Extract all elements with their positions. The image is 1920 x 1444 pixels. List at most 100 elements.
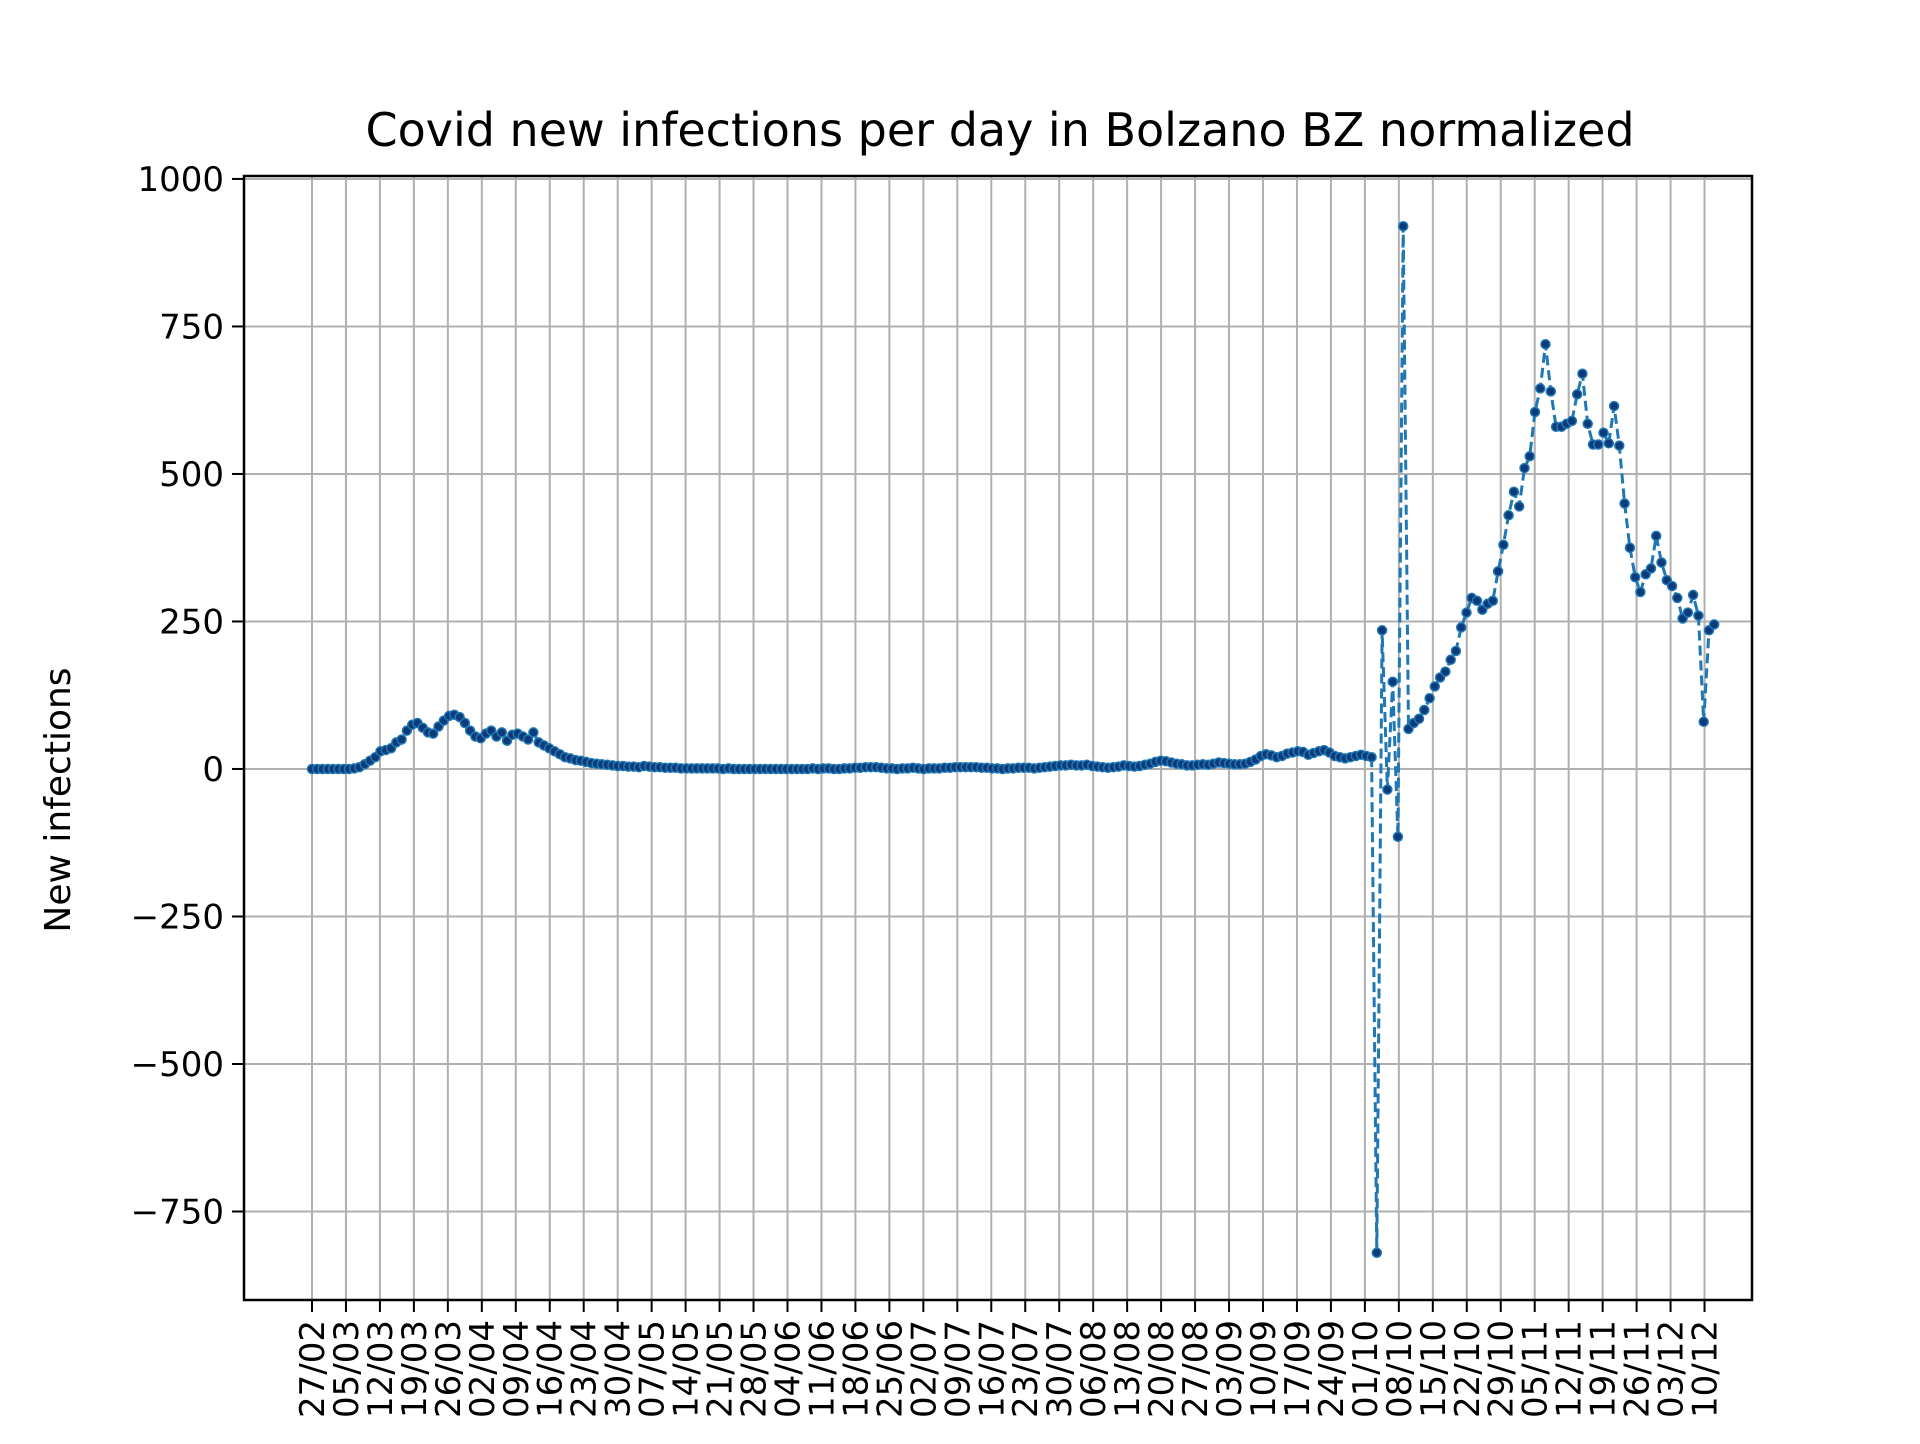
data-point: [1471, 595, 1483, 607]
data-point: [1508, 486, 1520, 497]
data-point: [1571, 389, 1583, 400]
data-point: [1645, 563, 1657, 574]
x-tick-label: 29/10: [1482, 1320, 1522, 1418]
x-tick-label: 08/10: [1380, 1320, 1420, 1418]
data-point: [1513, 501, 1525, 512]
data-point: [1635, 586, 1646, 598]
x-tick-label: 26/11: [1618, 1320, 1658, 1418]
x-tick-label: 09/07: [938, 1320, 978, 1418]
data-point: [1545, 386, 1557, 397]
axes: −750 −500 −250 0 250 500 750 1000 27/0205/0312/0…: [131, 160, 1754, 1418]
x-tick-label: 04/06: [768, 1320, 808, 1418]
data-point: [1593, 439, 1604, 450]
x-tick-label: 09/04: [497, 1320, 537, 1418]
data-point: [1440, 666, 1451, 677]
data-point: [1392, 831, 1404, 843]
y-tick-label: −250: [131, 897, 224, 937]
series-layer: [306, 220, 1720, 1259]
data-point: [1650, 530, 1662, 542]
x-tick-label: 15/10: [1414, 1320, 1454, 1418]
x-tick-label: 01/10: [1346, 1320, 1386, 1418]
x-tick-label: 05/11: [1516, 1320, 1556, 1418]
x-tick-label: 14/05: [667, 1320, 707, 1418]
data-point: [1366, 751, 1377, 763]
y-tick-label: 250: [159, 602, 224, 642]
data-point: [1687, 589, 1699, 601]
x-tick-label: 21/05: [701, 1320, 741, 1418]
x-tick-label: 13/08: [1108, 1320, 1148, 1418]
data-point: [1529, 406, 1541, 418]
data-point: [1445, 654, 1456, 666]
x-tick-label: 05/03: [327, 1320, 367, 1418]
data-point: [1397, 220, 1409, 232]
x-tick-label: 19/11: [1584, 1320, 1624, 1418]
data-point: [1519, 462, 1530, 474]
x-tick-label: 19/03: [395, 1320, 435, 1418]
x-tick-label: 12/11: [1550, 1320, 1590, 1418]
x-tick-label: 10/12: [1686, 1320, 1726, 1418]
data-point: [1666, 580, 1678, 592]
data-point: [1376, 625, 1388, 636]
x-tick-label: 27/02: [293, 1320, 333, 1418]
x-tick-label: 10/09: [1244, 1320, 1284, 1418]
x-tick-label: 02/07: [904, 1320, 944, 1418]
x-tick-label: 22/10: [1448, 1320, 1488, 1418]
data-point: [528, 727, 539, 738]
data-point: [427, 728, 439, 739]
plot-frame: [242, 174, 1754, 1302]
data-point: [1577, 368, 1588, 379]
data-point: [496, 727, 508, 738]
x-tick-label: 28/05: [735, 1320, 775, 1418]
data-point: [1535, 383, 1546, 394]
chart-title: Covid new infections per day in Bolzano …: [365, 103, 1634, 157]
data-point: [1429, 681, 1441, 692]
data-point: [1693, 610, 1704, 621]
data-point: [1603, 438, 1615, 449]
data-point: [1619, 498, 1630, 509]
data-point: [1566, 415, 1578, 427]
data-point: [1656, 557, 1667, 568]
x-tick-label: 27/08: [1176, 1320, 1216, 1418]
data-point: [1424, 692, 1435, 704]
y-tick-label: 0: [202, 750, 224, 790]
x-tick-label: 02/04: [463, 1320, 503, 1418]
data-point: [1503, 510, 1514, 521]
x-tick-label: 17/09: [1278, 1320, 1318, 1418]
x-tick-label: 20/08: [1142, 1320, 1182, 1418]
x-tick-label: 18/06: [836, 1320, 876, 1418]
x-tick-label: 16/04: [531, 1320, 571, 1418]
data-point: [1498, 539, 1509, 551]
data-point: [1419, 704, 1430, 716]
x-tick-label: 30/07: [1040, 1320, 1080, 1418]
data-point: [1598, 427, 1609, 438]
data-point: [1540, 338, 1551, 350]
data-point: [1371, 1247, 1383, 1259]
x-tick-label: 03/12: [1652, 1320, 1692, 1418]
x-tick-label: 24/09: [1312, 1320, 1352, 1418]
x-tick-label: 30/04: [599, 1320, 639, 1418]
x-tick-label: 06/08: [1074, 1320, 1114, 1418]
data-point: [1387, 676, 1398, 687]
data-point: [1524, 451, 1535, 462]
data-point: [1614, 440, 1625, 451]
data-point: [1461, 607, 1472, 618]
data-point: [1582, 418, 1593, 430]
x-tick-label: 25/06: [870, 1320, 910, 1418]
data-point: [1413, 713, 1425, 725]
y-tick-label: −500: [131, 1045, 224, 1085]
x-tick-label: 11/06: [802, 1320, 842, 1418]
data-point: [1629, 571, 1641, 583]
x-tick-label: 26/03: [429, 1320, 469, 1418]
y-tick-label: 750: [159, 307, 224, 347]
data-point: [1672, 592, 1683, 604]
x-tick-label: 03/09: [1210, 1320, 1250, 1418]
x-tick-label: 16/07: [972, 1320, 1012, 1418]
data-point: [1708, 619, 1720, 630]
y-axis-label: New infections: [38, 667, 79, 932]
data-point: [396, 734, 407, 745]
data-point: [1682, 607, 1694, 618]
data-point: [1382, 784, 1393, 795]
y-tick-label: 1000: [137, 160, 224, 200]
